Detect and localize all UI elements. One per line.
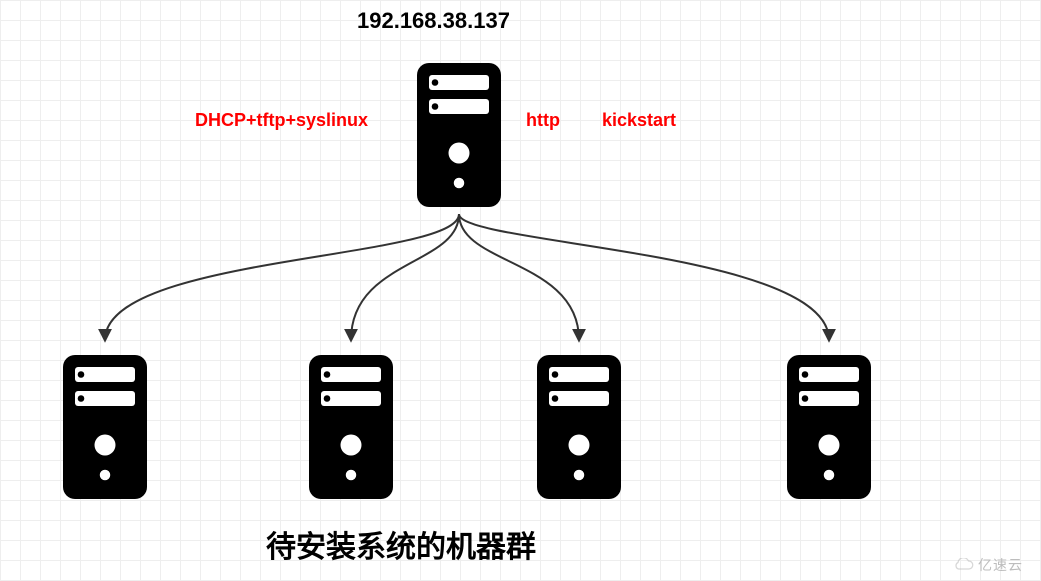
services-label-2: http (526, 110, 560, 131)
ip-address-label: 192.168.38.137 (357, 8, 510, 34)
services-label-3: kickstart (602, 110, 676, 131)
edge-2 (351, 214, 459, 340)
watermark-text: 亿速云 (978, 555, 1023, 575)
edge-1 (105, 214, 459, 340)
edge-3 (459, 214, 579, 340)
watermark: 亿速云 (952, 555, 1023, 575)
cloud-icon (952, 558, 974, 572)
client-server-2-icon (306, 352, 396, 502)
bottom-title: 待安装系统的机器群 (266, 522, 536, 566)
services-label-1: DHCP+tftp+syslinux (195, 110, 368, 131)
master-server-icon (414, 60, 504, 210)
edge-4 (459, 214, 829, 340)
client-server-4-icon (784, 352, 874, 502)
client-server-3-icon (534, 352, 624, 502)
client-server-1-icon (60, 352, 150, 502)
edges-layer (0, 0, 1041, 581)
